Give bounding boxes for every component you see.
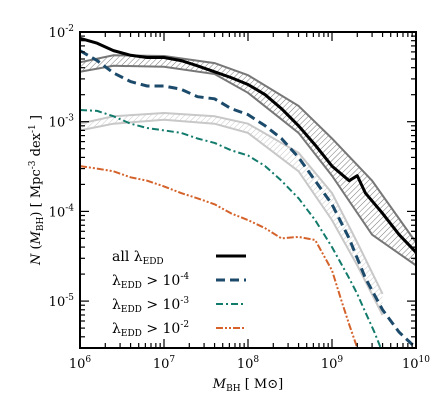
x-tick-label: 108 [237, 355, 260, 372]
x-tick-label: 1010 [402, 355, 430, 372]
legend-label-edd2: λEDD > 10-2 [112, 320, 189, 339]
lower-gray-band-upper-edge [80, 112, 384, 295]
legend-label-all: all λEDD [112, 249, 164, 267]
legend-label-edd4: λEDD > 10-4 [112, 272, 189, 291]
tick-labels: 106 107 108 109 1010 10-5 10-4 10-3 10-2 [49, 24, 431, 372]
series-line-edd3 [80, 109, 382, 348]
lower-gray-band-lower-edge [80, 118, 384, 316]
y-tick-label: 10-3 [49, 114, 75, 131]
bands-layer [80, 54, 416, 316]
y-tick-label: 10-4 [49, 203, 75, 220]
x-tick-label: 107 [153, 355, 176, 372]
x-tick-label: 106 [69, 355, 92, 372]
legend-label-edd3: λEDD > 10-3 [112, 296, 189, 315]
y-tick-label: 10-5 [49, 293, 75, 310]
upper-hatched-band-lower-edge [80, 64, 416, 267]
x-axis-title: MBH [ M⊙] [212, 377, 283, 394]
series-layer [80, 36, 416, 348]
y-axis-title: N (MBH) [ Mpc-3 dex-1 ] [28, 115, 46, 266]
series-line-edd2 [80, 165, 359, 348]
legend: all λEDD λEDD > 10-4 λEDD > 10-3 λEDD > 10-… [112, 249, 246, 339]
y-tick-label: 10-2 [49, 24, 74, 41]
series-line-all [80, 36, 416, 254]
upper-hatched-band [80, 55, 416, 266]
series-line-edd4 [80, 49, 416, 348]
x-tick-label: 109 [321, 355, 344, 372]
plot-frame [79, 31, 417, 349]
